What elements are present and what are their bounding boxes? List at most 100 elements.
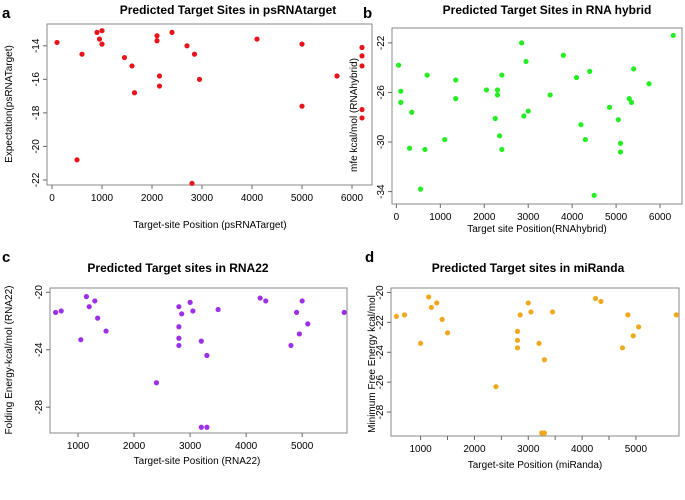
data-point (359, 115, 365, 121)
data-point (615, 117, 621, 123)
y-axis-label: Minimum Free Energy kcal/mol (367, 295, 378, 433)
data-point (359, 106, 365, 113)
data-point (176, 324, 182, 330)
data-point (418, 340, 424, 346)
y-axis-label: Expectation(psRNATarget) (4, 45, 15, 163)
data-point (153, 380, 160, 386)
data-point (417, 186, 424, 192)
data-point (296, 331, 302, 337)
data-point (95, 315, 101, 321)
chart-title: Predicted Target Sites in psRNAtarget (120, 3, 337, 17)
x-tick-label: 6000 (341, 193, 364, 204)
data-point (619, 345, 626, 351)
data-point (190, 308, 196, 314)
data-point (94, 29, 100, 35)
x-tick-label: 0 (49, 193, 55, 204)
data-point (541, 430, 548, 436)
data-point (299, 103, 305, 109)
data-point (187, 299, 193, 305)
x-axis: 0 1000 2000 3000 4000 5000 6000 (394, 204, 672, 223)
data-point (499, 146, 505, 153)
data-point (54, 39, 60, 46)
data-point (494, 92, 501, 98)
y-tick-label: -28 (34, 399, 45, 414)
data-point (582, 136, 588, 143)
data-point (176, 304, 182, 310)
x-axis: 1000 2000 3000 4000 5000 (409, 436, 647, 455)
x-tick-label: 5000 (625, 444, 648, 455)
y-tick-label: -22 (376, 35, 387, 50)
plot-frame (390, 287, 680, 437)
y-tick-label: -14 (31, 38, 42, 53)
data-point (514, 337, 521, 343)
data-point (598, 298, 604, 305)
data-point (176, 342, 182, 349)
data-point (453, 96, 459, 102)
x-axis-label: Target-site Position (RNA22) (134, 456, 261, 467)
x-tick-label: 2000 (463, 444, 486, 455)
data-point (263, 298, 269, 304)
data-point (528, 309, 534, 315)
y-tick-label: -18 (31, 105, 42, 120)
y-tick-label: -26 (375, 375, 386, 390)
data-point (156, 83, 163, 89)
data-point (121, 54, 128, 61)
data-point (103, 328, 109, 334)
y-axis: -20 -24 -28 (34, 285, 50, 414)
x-tick-label: 2000 (123, 441, 146, 452)
data-point (305, 321, 311, 327)
data-point (99, 41, 105, 47)
data-point (492, 115, 498, 122)
data-point (493, 384, 499, 390)
plot-frame (391, 27, 683, 205)
data-point (428, 304, 434, 311)
data-point (293, 309, 300, 316)
data-point (673, 312, 679, 318)
data-point (426, 294, 432, 300)
data-point (525, 108, 531, 114)
data-point (131, 90, 138, 96)
data-point (83, 294, 90, 300)
panel-a: a Predicted Target Sites in psRNAtarget … (2, 3, 373, 231)
data-point (646, 81, 652, 87)
data-point (628, 99, 635, 105)
x-axis-label: Target-site Position (miRanda) (468, 460, 603, 471)
x-tick-label: 6000 (649, 212, 672, 223)
data-point (670, 32, 676, 39)
x-tick-label: 2000 (141, 193, 164, 204)
data-point (630, 333, 636, 339)
data-point (176, 335, 182, 341)
data-point (453, 77, 459, 83)
y-axis-label: mfe kcal/mol (RNAhybrid) (349, 58, 360, 172)
y-tick-label: -20 (34, 285, 45, 300)
data-point (547, 92, 553, 98)
x-tick-label: 1000 (67, 441, 90, 452)
x-tick-label: 3000 (517, 212, 540, 223)
data-point (99, 28, 105, 34)
x-tick-label: 5000 (291, 193, 314, 204)
y-tick-label: -34 (376, 184, 387, 199)
panel-d: d Predicted Target sites in miRanda 1000… (365, 249, 680, 471)
panel-b: b Predicted Target Sites in RNA hybrid 0… (349, 3, 683, 235)
plot-frame (49, 287, 348, 434)
y-tick-label: -20 (31, 139, 42, 154)
x-tick-label: 5000 (605, 212, 628, 223)
data-point (517, 312, 523, 318)
data-point (636, 324, 642, 330)
x-tick-label: 1000 (409, 444, 432, 455)
panel-label-b: b (363, 5, 372, 22)
x-axis-label: Target site Position(RNAhybrid) (467, 224, 607, 235)
y-axis: -20 -22 -24 -26 -28 (375, 285, 391, 419)
data-point (58, 308, 64, 314)
data-point (409, 109, 415, 115)
data-point (444, 330, 451, 336)
data-point (525, 300, 531, 306)
data-point (204, 424, 210, 430)
data-point (393, 313, 399, 320)
x-tick-label: 0 (394, 212, 400, 223)
x-tick-label: 3000 (517, 444, 540, 455)
data-point (53, 309, 59, 316)
data-point (617, 140, 624, 146)
data-point (521, 113, 527, 119)
